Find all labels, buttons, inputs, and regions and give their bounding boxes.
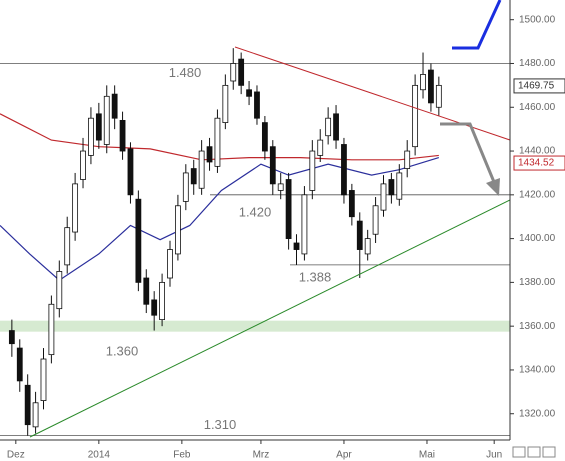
x-tick-label: Apr	[336, 450, 352, 461]
x-tick-label: Dez	[7, 450, 25, 461]
candle-body	[364, 238, 371, 255]
y-tick-label: 1500.00	[519, 14, 556, 25]
candle-body	[380, 183, 387, 211]
candle-body	[214, 117, 221, 167]
projection-arrow-down	[440, 122, 496, 183]
arrow-head	[486, 178, 500, 196]
candle-body	[206, 146, 213, 163]
moving-average	[0, 157, 440, 281]
icon[interactable]	[542, 446, 556, 458]
x-tick-label: Jun	[486, 450, 502, 461]
x-tick-label: 2014	[88, 450, 111, 461]
candle-body	[72, 183, 79, 233]
plot-area	[0, 48, 442, 436]
support-trendline	[29, 199, 511, 438]
candle-body	[190, 168, 197, 185]
candle-body	[16, 347, 23, 382]
y-tick-label: 1420.00	[519, 189, 556, 200]
icon[interactable]	[527, 446, 541, 458]
candle-body	[269, 146, 276, 185]
toolbar-icons	[512, 446, 556, 458]
y-tick-label: 1340.00	[519, 365, 556, 376]
candle-body	[396, 172, 403, 200]
candle-body	[325, 117, 332, 137]
candle-body	[175, 205, 181, 255]
level-label: 1.360	[106, 344, 139, 359]
price-label: 1469.75	[518, 81, 555, 92]
candle-body	[167, 249, 173, 279]
y-tick-label: 1400.00	[519, 233, 556, 244]
candle-body	[103, 95, 110, 145]
candle-body	[198, 150, 205, 189]
x-tick-label: Feb	[173, 450, 191, 461]
candle-body	[238, 58, 245, 86]
candle-body	[143, 277, 150, 305]
candle-body	[8, 330, 15, 345]
level-label: 1.480	[169, 65, 202, 80]
candle-body	[333, 113, 339, 141]
candle-body	[341, 144, 347, 196]
candle-body	[246, 89, 252, 97]
candle-body	[95, 113, 102, 141]
candle-body	[151, 299, 158, 316]
y-tick-label: 1360.00	[519, 321, 556, 332]
level-label: 1.420	[239, 204, 272, 219]
candle-body	[261, 122, 268, 152]
x-tick-label: Mai	[419, 450, 435, 461]
candle-body	[56, 271, 63, 310]
candle-body	[317, 139, 324, 156]
y-tick-label: 1380.00	[519, 277, 556, 288]
candle-body	[24, 384, 31, 426]
candle-body	[222, 84, 229, 123]
candle-body	[254, 91, 260, 119]
candle-body	[119, 119, 126, 152]
candle-body	[182, 172, 189, 202]
moving-average	[0, 113, 439, 161]
level-label: 1.388	[299, 269, 332, 284]
projection-arrow-up	[452, 0, 502, 50]
icon[interactable]	[512, 446, 526, 458]
candle-body	[230, 63, 237, 82]
candle-body	[412, 84, 419, 148]
candle-body	[428, 69, 434, 104]
candle-body	[32, 402, 39, 428]
candle-body	[293, 242, 300, 250]
candle-body	[435, 84, 442, 108]
candle-body	[159, 281, 165, 321]
price-label-box	[513, 155, 565, 171]
y-tick-label: 1440.00	[519, 146, 556, 157]
price-label-box	[513, 78, 565, 94]
candle-body	[348, 190, 355, 218]
candle-body	[40, 358, 47, 401]
candle-body	[372, 205, 379, 235]
candle-body	[48, 303, 55, 356]
x-tick-label: Mrz	[253, 450, 270, 461]
candle-body	[285, 179, 292, 240]
price-label: 1434.52	[518, 158, 555, 169]
candle-body	[88, 117, 94, 156]
candle-body	[64, 227, 71, 266]
candle-body	[80, 150, 86, 180]
candle-body	[111, 93, 118, 119]
candle-body	[135, 198, 142, 283]
candle-body	[420, 74, 426, 91]
candle-body	[277, 183, 284, 191]
y-tick-label: 1460.00	[519, 102, 556, 113]
y-tick-label: 1480.00	[519, 58, 556, 69]
candle-body	[388, 179, 395, 196]
level-label: 1.310	[204, 417, 237, 432]
candle-body	[356, 220, 363, 250]
y-tick-label: 1320.00	[519, 408, 556, 419]
candle-body	[309, 150, 316, 191]
candle-body	[127, 148, 134, 196]
candle-body	[301, 194, 308, 255]
candle-body	[404, 150, 411, 169]
